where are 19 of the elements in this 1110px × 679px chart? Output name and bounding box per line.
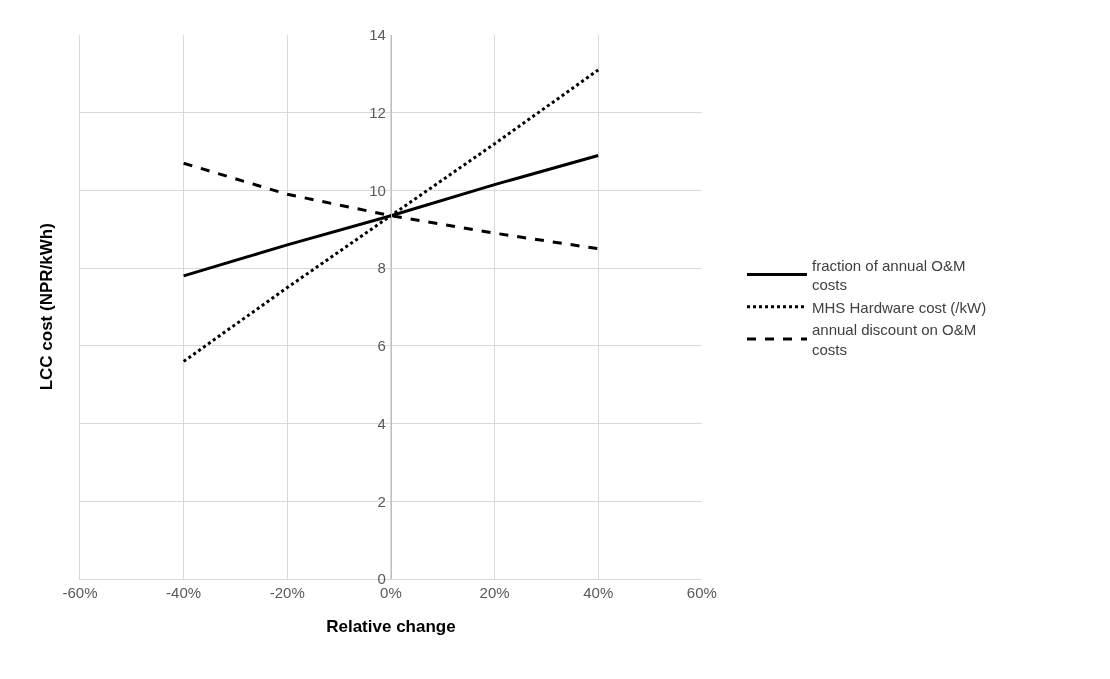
line-series [182, 68, 600, 363]
y-tick-label: 14 [369, 26, 386, 44]
x-axis-title: Relative change [326, 617, 456, 637]
y-tick-label: 6 [377, 337, 386, 355]
legend-label: fraction of annual O&M costs [811, 256, 966, 294]
y-tick-label: 12 [369, 103, 386, 121]
x-tick-label: -40% [166, 584, 202, 601]
legend-label: annual discount on O&M costs [811, 321, 977, 358]
y-tick-label: 8 [377, 259, 386, 277]
y-tick-label: 4 [377, 414, 386, 432]
x-tick-label: -60% [62, 584, 98, 601]
y-tick-label: 10 [369, 181, 386, 199]
y-tick-label: 2 [377, 492, 386, 510]
x-tick-label: 40% [583, 584, 614, 601]
legend-label: MHS Hardware cost (/kW) [811, 298, 987, 316]
x-tick-label: 20% [479, 584, 510, 601]
x-tick-label: -20% [269, 584, 305, 601]
x-tick-label: 60% [686, 584, 717, 601]
y-axis-title: LCC cost (NPR/kWh) [37, 223, 57, 391]
